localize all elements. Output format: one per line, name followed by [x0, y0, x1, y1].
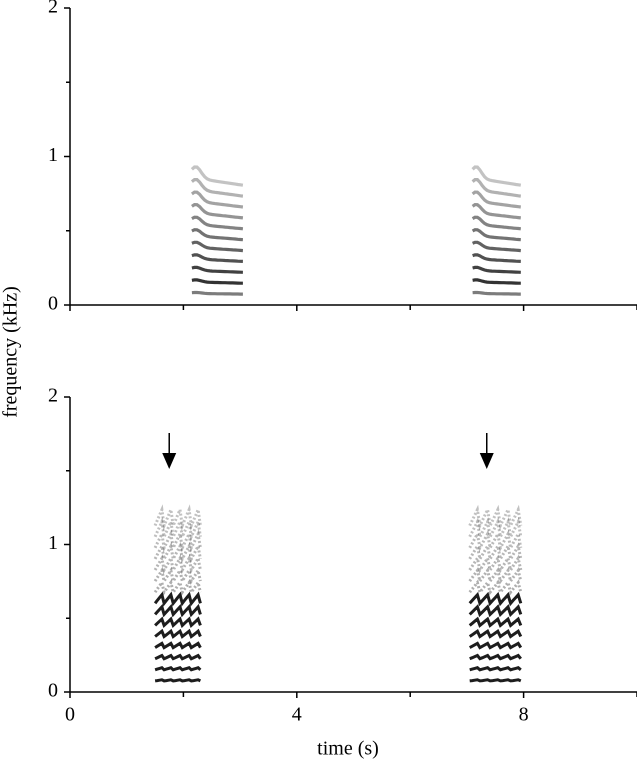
y-tick-label: 1: [48, 532, 58, 554]
y-tick-label: 0: [48, 680, 58, 702]
harmonic: [468, 579, 523, 596]
arrow-head: [162, 453, 177, 469]
harmonic: [153, 603, 202, 618]
harmonic: [471, 165, 522, 187]
harmonic: [468, 566, 523, 585]
harmonic: [154, 616, 202, 629]
x-axis-label: time (s): [317, 738, 379, 760]
harmonic: [191, 290, 243, 296]
harmonic: [154, 641, 202, 650]
harmonic: [153, 554, 202, 575]
harmonic: [154, 653, 202, 661]
harmonic: [468, 554, 523, 574]
harmonic: [154, 666, 202, 672]
harmonic: [153, 578, 202, 596]
harmonic: [468, 504, 523, 531]
harmonic: [468, 628, 523, 639]
y-tick-label: 1: [48, 144, 58, 166]
harmonic: [191, 215, 244, 231]
y-tick-label: 0: [48, 293, 58, 315]
harmonic: [191, 228, 244, 242]
harmonic: [471, 228, 521, 242]
harmonic: [471, 202, 521, 220]
harmonic: [468, 542, 523, 564]
harmonic: [190, 165, 244, 187]
harmonic: [154, 678, 202, 683]
harmonic: [471, 178, 521, 198]
harmonic: [468, 529, 523, 553]
x-tick-label: 8: [519, 704, 529, 726]
harmonic: [191, 240, 244, 253]
harmonic: [471, 215, 521, 231]
harmonic: [191, 278, 243, 285]
harmonic: [468, 591, 523, 607]
harmonic: [471, 190, 521, 209]
harmonic: [153, 541, 202, 564]
harmonic: [154, 628, 202, 639]
arrow-head: [479, 453, 494, 469]
harmonic: [468, 641, 523, 650]
harmonic: [472, 290, 521, 296]
y-tick-label: 2: [48, 0, 58, 18]
harmonic: [153, 566, 202, 586]
harmonic: [472, 278, 521, 285]
harmonic: [153, 591, 202, 607]
harmonic: [469, 653, 522, 661]
harmonic: [191, 202, 244, 220]
harmonic: [190, 190, 244, 209]
harmonic: [471, 240, 521, 253]
harmonic: [191, 265, 243, 274]
harmonic: [468, 616, 523, 628]
harmonic: [472, 253, 521, 263]
harmonic: [472, 265, 521, 274]
harmonic: [468, 604, 523, 618]
harmonic: [153, 516, 202, 542]
x-tick-label: 4: [292, 704, 302, 726]
harmonic: [191, 253, 243, 263]
x-tick-label: 0: [65, 704, 75, 726]
harmonic: [469, 666, 522, 672]
harmonic: [153, 529, 202, 553]
harmonic: [153, 504, 202, 532]
y-axis-label: frequency (kHz): [0, 286, 22, 418]
harmonic: [468, 517, 523, 542]
harmonic: [190, 178, 244, 198]
y-tick-label: 2: [48, 385, 58, 407]
harmonic: [469, 678, 522, 683]
